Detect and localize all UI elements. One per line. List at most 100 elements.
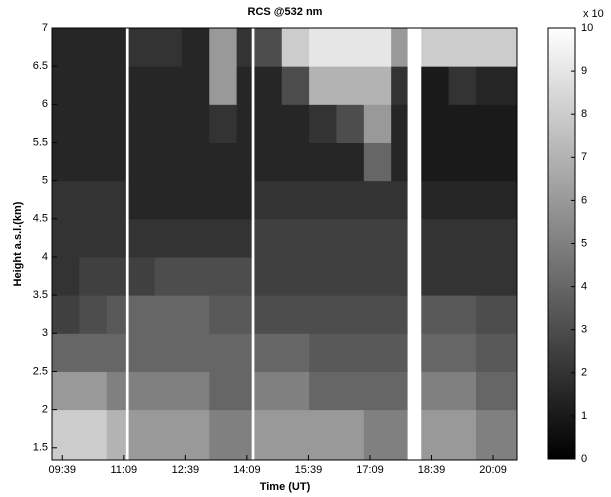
heatmap-cell xyxy=(363,66,392,105)
heatmap-cell xyxy=(363,409,392,461)
heatmap-cell xyxy=(254,295,283,334)
heatmap-cell xyxy=(154,295,183,334)
heatmap-cell xyxy=(128,333,156,372)
heatmap-cell xyxy=(106,256,127,296)
colorbar-tick-label: 2 xyxy=(581,367,587,379)
heatmap-cell xyxy=(251,218,255,258)
heatmap-cell xyxy=(448,104,477,143)
heatmap-cell xyxy=(236,180,253,220)
heatmap-cell xyxy=(79,409,108,461)
heatmap-cell xyxy=(421,104,450,143)
heatmap-cell xyxy=(421,142,450,182)
heatmap-cell xyxy=(407,142,422,182)
heatmap-cell xyxy=(125,218,130,258)
heatmap-cell xyxy=(391,256,409,296)
heatmap-cell xyxy=(448,295,477,334)
heatmap-cell xyxy=(407,28,422,67)
heatmap-cell xyxy=(125,256,130,296)
heatmap-cell xyxy=(236,104,253,143)
heatmap-cell xyxy=(128,180,156,220)
heatmap-cell xyxy=(448,256,477,296)
heatmap-cell xyxy=(106,180,127,220)
colorbar-tick-label: 6 xyxy=(581,194,587,206)
heatmap-cell xyxy=(363,28,392,67)
heatmap-cell xyxy=(52,180,80,220)
heatmap-cell xyxy=(128,256,156,296)
heatmap-cell xyxy=(52,371,80,411)
heatmap-cell xyxy=(251,104,255,143)
heatmap-cell xyxy=(79,28,108,67)
heatmap-cell xyxy=(309,218,337,258)
heatmap-cell xyxy=(421,409,450,461)
heatmap-cell xyxy=(79,104,108,143)
heatmap-cell xyxy=(363,218,392,258)
heatmap-cell xyxy=(281,295,310,334)
heatmap-cell xyxy=(125,333,130,372)
heatmap-cell xyxy=(475,295,518,334)
heatmap-cell xyxy=(336,295,365,334)
heatmap-cell xyxy=(128,409,156,461)
heatmap-cell xyxy=(448,333,477,372)
heatmap-cell xyxy=(391,66,409,105)
heatmap-cell xyxy=(181,28,210,67)
heatmap-cell xyxy=(251,66,255,105)
heatmap-cell xyxy=(154,409,183,461)
heatmap-cell xyxy=(421,218,450,258)
heatmap-cell xyxy=(79,180,108,220)
y-tick-label: 5 xyxy=(42,175,48,187)
heatmap-cell xyxy=(309,333,337,372)
heatmap-cell xyxy=(79,371,108,411)
heatmap-cell xyxy=(336,333,365,372)
heatmap-cell xyxy=(254,256,283,296)
heatmap-cell xyxy=(363,371,392,411)
colorbar-tick-label: 7 xyxy=(581,151,587,163)
heatmap-cell xyxy=(125,66,130,105)
heatmap-cell xyxy=(448,218,477,258)
heatmap-cell xyxy=(125,295,130,334)
heatmap-cell xyxy=(236,218,253,258)
heatmap-cell xyxy=(309,371,337,411)
heatmap-cell xyxy=(106,142,127,182)
y-tick-label: 5.5 xyxy=(33,136,48,148)
heatmap-cell xyxy=(79,142,108,182)
heatmap-cell xyxy=(475,66,518,105)
heatmap-cell xyxy=(125,180,130,220)
heatmap-cell xyxy=(181,409,210,461)
heatmap-cell xyxy=(181,218,210,258)
heatmap-cell xyxy=(407,333,422,372)
y-tick-label: 3.5 xyxy=(33,289,48,301)
heatmap-cell xyxy=(154,142,183,182)
heatmap-cell xyxy=(254,409,283,461)
heatmap-cell xyxy=(475,218,518,258)
heatmap-cell xyxy=(181,295,210,334)
heatmap-cell xyxy=(281,218,310,258)
heatmap-cell xyxy=(254,371,283,411)
heatmap-cell xyxy=(281,142,310,182)
heatmap-cell xyxy=(128,28,156,67)
heatmap-cell xyxy=(106,409,127,461)
heatmap-cell xyxy=(154,66,183,105)
heatmap-cell xyxy=(251,256,255,296)
heatmap-cell xyxy=(181,371,210,411)
y-tick-label: 3 xyxy=(42,327,48,339)
heatmap-cell xyxy=(52,333,80,372)
heatmap-cell xyxy=(236,256,253,296)
heatmap-cell xyxy=(448,28,477,67)
heatmap-cell xyxy=(475,256,518,296)
heatmap-cell xyxy=(154,180,183,220)
heatmap-cell xyxy=(79,218,108,258)
y-tick-label: 1.5 xyxy=(33,442,48,454)
colorbar-tick-label: 0 xyxy=(581,453,587,465)
heatmap-cell xyxy=(209,333,238,372)
heatmap-cell xyxy=(52,256,80,296)
y-axis-label: Height a.s.l.(km) xyxy=(12,201,24,286)
heatmap-cell xyxy=(475,333,518,372)
heatmap-cell xyxy=(391,218,409,258)
heatmap-cell xyxy=(236,28,253,67)
heatmap-cell xyxy=(128,104,156,143)
heatmap-cell xyxy=(52,142,80,182)
heatmap-cell xyxy=(254,142,283,182)
heatmap-cell xyxy=(251,28,255,67)
heatmap-cell xyxy=(251,142,255,182)
